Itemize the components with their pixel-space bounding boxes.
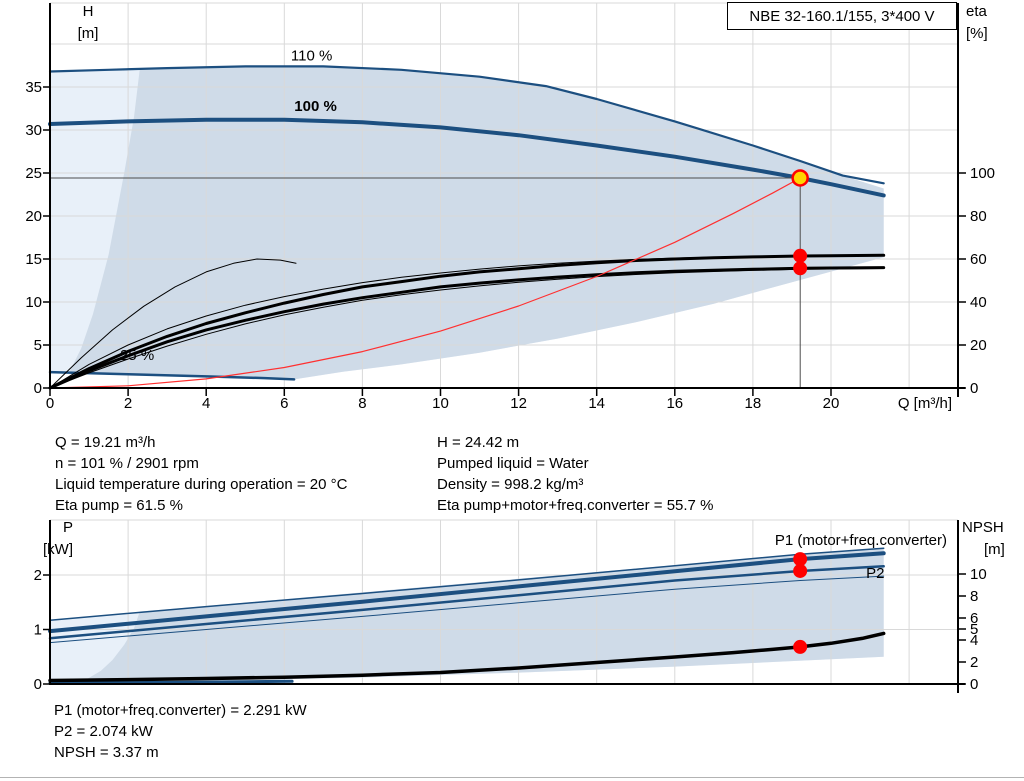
power-info: P1 (motor+freq.converter) = 2.291 kW P2 … [54,700,307,763]
power-npsh-chart-grid [50,519,958,684]
npsh-point [793,639,808,654]
label-100pct: 100 % [294,98,337,115]
x-axis-label: Q [m³/h] [898,395,952,412]
pump-title: NBE 32-160.1/155, 3*400 V [749,7,935,25]
info-line-eta-pump: Eta pump = 61.5 % [55,497,183,514]
eta-total-curve [48,266,886,390]
y-left-tick-label: 0 [34,380,42,397]
y-right-axis-label: eta [966,3,988,20]
y-right-tick-label: 2 [970,654,978,671]
y-right-tick-label: 4 [970,632,978,649]
y-right-tick-label: 0 [970,380,978,397]
x-tick-label: 16 [666,395,683,412]
y-right-axis-label: [%] [966,25,988,42]
y-left-tick-label: 2 [34,567,42,584]
x-tick-label: 18 [745,395,762,412]
power-envelope-duty [87,547,884,683]
duty-info-right: H = 24.42 m Pumped liquid = Water Densit… [437,432,713,516]
info-line-h: H = 24.42 m [437,434,520,451]
x-tick-label: 8 [358,395,366,412]
eta-25pct-curve [49,258,297,389]
p-25pct-curve [48,679,294,685]
y-left-axis-label: P [63,519,73,536]
y-left-axis-label: [m] [78,25,99,42]
info-line-p1: P1 (motor+freq.converter) = 2.291 kW [54,702,307,719]
eta-thin-lower-curve [49,268,885,389]
eta-thin-upper-curve [49,254,885,389]
y-right-tick-label: 10 [970,566,987,583]
info-line-npsh: NPSH = 3.37 m [54,744,159,761]
y-right-axis-label: NPSH [962,519,1004,536]
speed-25pct-curve [48,370,296,381]
y-left-axis-label: [kW] [43,541,73,558]
y-left-tick-label: 15 [25,251,42,268]
label-25pct: 25 % [120,347,154,364]
power-npsh-chart-axes [49,520,965,693]
label-110pct: 110 % [291,47,332,64]
y-left-tick-label: 20 [25,208,42,225]
y-left-tick-label: 5 [34,337,42,354]
x-tick-label: 4 [202,395,210,412]
envelope-duty [68,66,884,380]
y-left-tick-label: 30 [25,122,42,139]
y-left-tick-label: 1 [34,622,42,639]
y-right-tick-label: 0 [970,676,978,693]
x-tick-label: 12 [510,395,527,412]
info-line-q: Q = 19.21 m³/h [55,434,156,451]
duty-info-left: Q = 19.21 m³/h n = 101 % / 2901 rpm Liqu… [55,432,347,516]
y-left-tick-label: 0 [34,676,42,693]
y-right-tick-label: 80 [970,208,987,225]
y-right-tick-label: 40 [970,294,987,311]
x-tick-label: 14 [588,395,605,412]
y-left-tick-label: 10 [25,294,42,311]
p1-point [793,552,808,567]
info-line-liquid: Pumped liquid = Water [437,455,589,472]
info-line-density: Density = 998.2 kg/m³ [437,476,584,493]
y-right-tick-label: 20 [970,337,987,354]
x-tick-label: 10 [432,395,449,412]
y-right-tick-label: 8 [970,588,978,605]
y-right-tick-label: 6 [970,610,978,627]
info-line-eta-total: Eta pump+motor+freq.converter = 55.7 % [437,497,714,514]
head-flow-chart-axes [49,3,965,397]
y-left-axis-label: H [83,3,94,20]
eta-pump-point [793,248,808,263]
info-line-temperature: Liquid temperature during operation = 20… [55,476,348,493]
y-left-tick-label: 25 [25,165,42,182]
x-tick-label: 6 [280,395,288,412]
info-line-speed: n = 101 % / 2901 rpm [55,455,199,472]
speed-110pct-curve [48,65,885,185]
head-flow-chart-ticks: 0 2 4 6 8 10 12 14 16 18 20 0 5 10 15 20 25 30 35 0 20 40 60 80… [25,79,995,412]
y-right-tick-label: 60 [970,251,987,268]
bottom-divider [0,777,1024,778]
info-line-p2: P2 = 2.074 kW [54,723,153,740]
y-right-tick-label: 100 [970,165,995,182]
duty-point [791,169,809,187]
head-flow-chart: 0 2 4 6 8 10 12 14 16 18 20 0 5 10 15 20 25 30 35 0 20 40 60 80… [25,2,995,412]
y-right-axis-label: [m] [984,541,1005,558]
label-p2: P2 [866,565,884,582]
y-right-tick-label: 5 [970,621,978,638]
eta-total-point [793,261,808,276]
p-thin-lower-curve [49,575,885,644]
x-tick-label: 2 [124,395,132,412]
eta-pump-curve [48,253,886,390]
pump-title-box: NBE 32-160.1/155, 3*400 V [727,2,957,30]
x-tick-label: 20 [823,395,840,412]
p2-point [793,563,808,578]
y-left-tick-label: 35 [25,79,42,96]
system-curve [49,177,801,389]
npsh-curve [48,631,886,683]
label-p1: P1 (motor+freq.converter) [775,532,947,549]
x-tick-label: 0 [46,395,54,412]
